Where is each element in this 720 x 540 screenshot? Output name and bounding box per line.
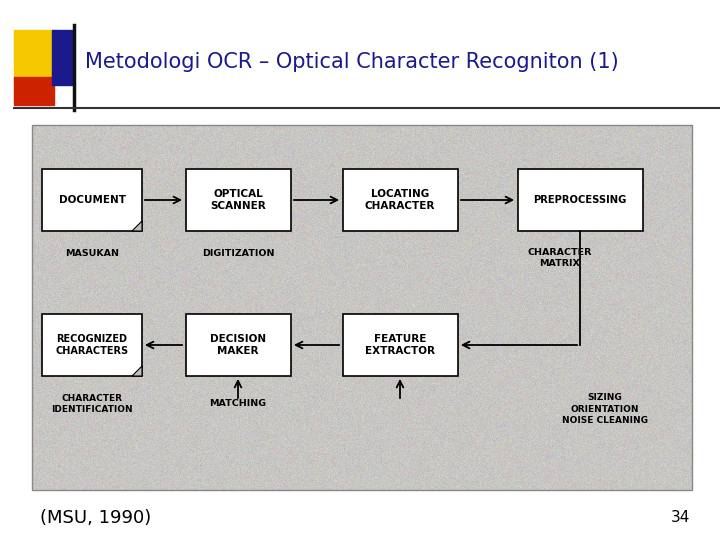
Bar	[518, 169, 642, 231]
Bar	[32, 125, 692, 490]
Text: PREPROCESSING: PREPROCESSING	[534, 195, 626, 205]
Bar	[42, 169, 142, 231]
Text: OPTICAL
SCANNER: OPTICAL SCANNER	[210, 189, 266, 211]
Text: LOCATING
CHARACTER: LOCATING CHARACTER	[365, 189, 435, 211]
Text: 34: 34	[670, 510, 690, 525]
Polygon shape	[132, 221, 142, 231]
Text: (MSU, 1990): (MSU, 1990)	[40, 509, 151, 527]
Text: CHARACTER
IDENTIFICATION: CHARACTER IDENTIFICATION	[51, 394, 132, 414]
Bar	[14, 30, 54, 85]
Text: MASUKAN: MASUKAN	[65, 248, 119, 258]
Bar	[14, 77, 54, 105]
Text: DIGITIZATION: DIGITIZATION	[202, 248, 274, 258]
Text: SIZING
ORIENTATION
NOISE CLEANING: SIZING ORIENTATION NOISE CLEANING	[562, 394, 648, 424]
Text: DECISION
MAKER: DECISION MAKER	[210, 334, 266, 356]
Text: RECOGNIZED
CHARACTERS: RECOGNIZED CHARACTERS	[55, 334, 129, 356]
Bar	[343, 314, 457, 376]
Text: CHARACTER
MATRIX: CHARACTER MATRIX	[528, 248, 592, 268]
Bar	[343, 169, 457, 231]
Bar	[52, 30, 74, 85]
Text: MATCHING: MATCHING	[210, 400, 266, 408]
Bar	[186, 169, 290, 231]
Text: FEATURE
EXTRACTOR: FEATURE EXTRACTOR	[365, 334, 435, 356]
Bar	[186, 314, 290, 376]
Polygon shape	[132, 366, 142, 376]
Bar	[42, 314, 142, 376]
Text: DOCUMENT: DOCUMENT	[58, 195, 125, 205]
Text: Metodologi OCR – Optical Character Recogniton (1): Metodologi OCR – Optical Character Recog…	[85, 52, 618, 72]
